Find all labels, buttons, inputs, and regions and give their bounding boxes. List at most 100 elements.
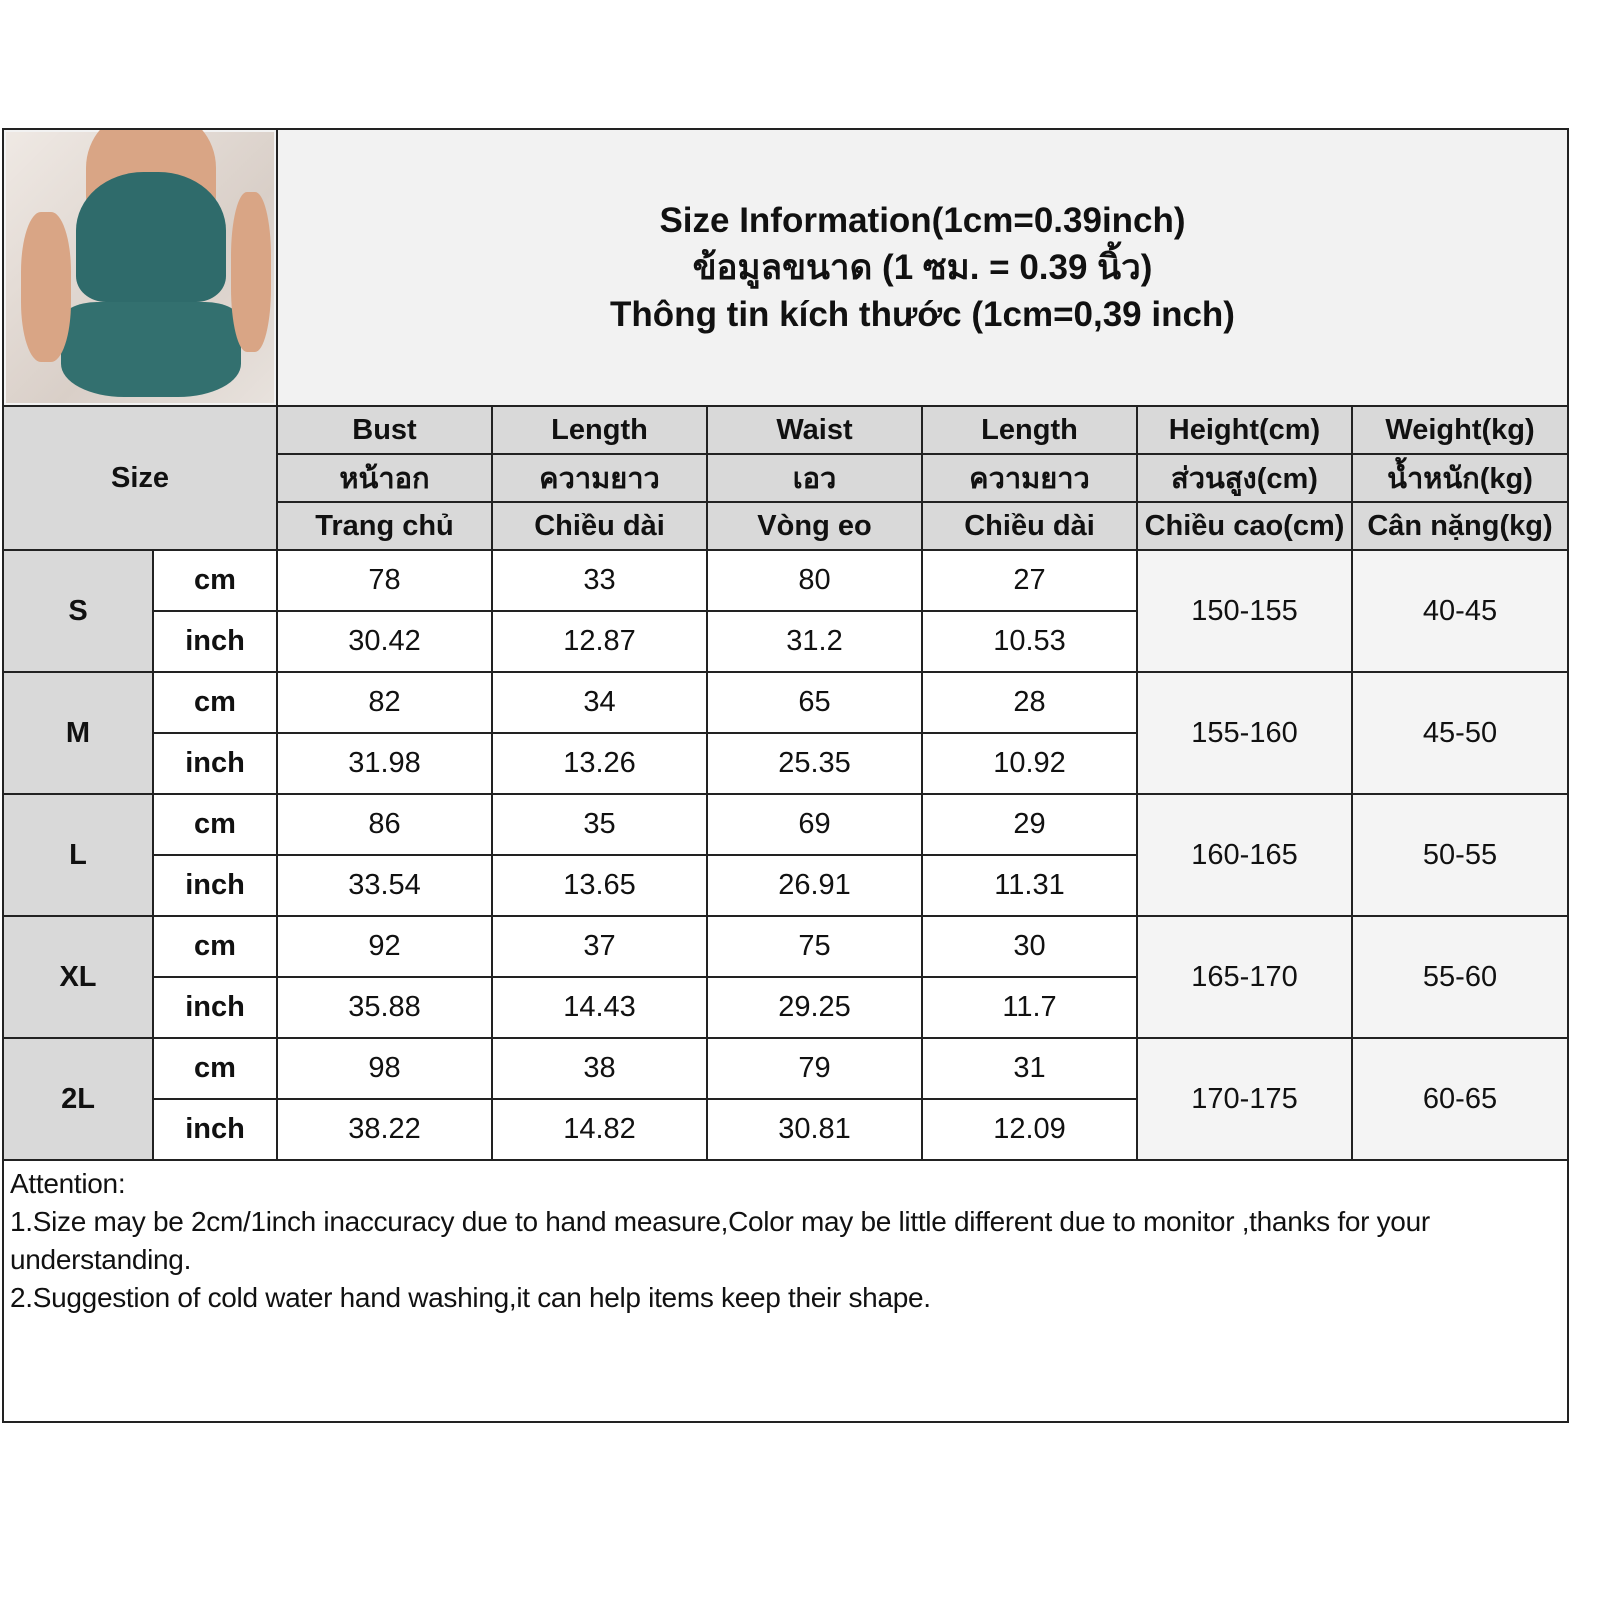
title-th: ข้อมูลขนาด (1 ซม. = 0.39 นิ้ว) [692, 248, 1153, 287]
unit-cell: cm [152, 549, 278, 612]
measurement-cell: 65 [706, 671, 923, 734]
attention-heading: Attention: [10, 1168, 126, 1199]
weight-cell: 40-45 [1350, 549, 1570, 673]
column-header-en: Length [921, 405, 1138, 455]
title-vi: Thông tin kích thước (1cm=0,39 inch) [610, 295, 1235, 334]
measurement-cell: 10.53 [921, 610, 1138, 673]
table-row: inch 35.88 14.43 29.25 11.7 [3, 976, 1568, 1039]
attention-notes: Attention: 1.Size may be 2cm/1inch inacc… [1, 1159, 1570, 1423]
column-header-th: ความยาว [491, 453, 708, 503]
table-row: inch 30.42 12.87 31.2 10.53 [3, 610, 1568, 673]
measurement-cell: 86 [276, 793, 493, 856]
size-chart-table: Size Information(1cm=0.39inch) ข้อมูลขนา… [1, 128, 1570, 1423]
column-header-en: Waist [706, 405, 923, 455]
measurement-cell: 11.7 [921, 976, 1138, 1039]
attention-note-1: 1.Size may be 2cm/1inch inaccuracy due t… [10, 1206, 1430, 1275]
column-header-vi: Chiều cao(cm) [1136, 501, 1353, 551]
column-header-en: Bust [276, 405, 493, 455]
unit-cell: cm [152, 1037, 278, 1100]
unit-cell: cm [152, 915, 278, 978]
weight-cell: 60-65 [1350, 1037, 1570, 1161]
height-cell: 155-160 [1136, 671, 1353, 795]
measurement-cell: 13.26 [491, 732, 708, 795]
measurement-cell: 31.98 [276, 732, 493, 795]
measurement-cell: 31 [921, 1037, 1138, 1100]
measurement-cell: 10.92 [921, 732, 1138, 795]
measurement-cell: 79 [706, 1037, 923, 1100]
column-header-vi: Chiều dài [921, 501, 1138, 551]
measurement-cell: 80 [706, 549, 923, 612]
title-en: Size Information(1cm=0.39inch) [659, 201, 1186, 240]
measurement-cell: 33 [491, 549, 708, 612]
column-header-th: ความยาว [921, 453, 1138, 503]
measurement-cell: 14.82 [491, 1098, 708, 1161]
height-cell: 150-155 [1136, 549, 1353, 673]
size-header: Size [2, 405, 278, 551]
table-row: inch 31.98 13.26 25.35 10.92 [3, 732, 1568, 795]
column-header-vi: Chiều dài [491, 501, 708, 551]
measurement-cell: 35 [491, 793, 708, 856]
table-row: 2L cm 98 38 79 31 170-175 60-65 [2, 1037, 1570, 1161]
height-cell: 170-175 [1136, 1037, 1353, 1161]
measurement-cell: 29 [921, 793, 1138, 856]
measurement-cell: 33.54 [276, 854, 493, 917]
unit-cell: inch [152, 732, 278, 795]
measurement-cell: 30 [921, 915, 1138, 978]
title-cell: Size Information(1cm=0.39inch) ข้อมูลขนา… [275, 128, 1570, 407]
measurement-cell: 92 [276, 915, 493, 978]
measurement-cell: 25.35 [706, 732, 923, 795]
measurement-cell: 35.88 [276, 976, 493, 1039]
column-header-en: Length [491, 405, 708, 455]
table-row: inch 33.54 13.65 26.91 11.31 [3, 854, 1568, 917]
measurement-cell: 13.65 [491, 854, 708, 917]
table-row: inch 38.22 14.82 30.81 12.09 [3, 1098, 1568, 1161]
column-header-en: Weight(kg) [1350, 405, 1570, 455]
column-header-vi: Vòng eo [706, 501, 923, 551]
size-cell: S [2, 549, 154, 673]
measurement-cell: 30.81 [706, 1098, 923, 1161]
measurement-cell: 12.09 [921, 1098, 1138, 1161]
unit-cell: inch [152, 854, 278, 917]
measurement-cell: 98 [276, 1037, 493, 1100]
column-header-vi: Cân nặng(kg) [1350, 501, 1570, 551]
table-row: XL cm 92 37 75 30 165-170 55-60 [2, 915, 1570, 1039]
column-header-en: Height(cm) [1136, 405, 1353, 455]
unit-cell: inch [152, 610, 278, 673]
unit-cell: cm [152, 793, 278, 856]
weight-cell: 50-55 [1350, 793, 1570, 917]
measurement-cell: 82 [276, 671, 493, 734]
weight-cell: 45-50 [1350, 671, 1570, 795]
product-photo [2, 128, 278, 407]
height-cell: 160-165 [1136, 793, 1353, 917]
measurement-cell: 69 [706, 793, 923, 856]
measurement-cell: 78 [276, 549, 493, 612]
measurement-cell: 30.42 [276, 610, 493, 673]
weight-cell: 55-60 [1350, 915, 1570, 1039]
attention-note-2: 2.Suggestion of cold water hand washing,… [10, 1282, 931, 1313]
unit-cell: inch [152, 1098, 278, 1161]
measurement-cell: 31.2 [706, 610, 923, 673]
size-cell: M [2, 671, 154, 795]
unit-cell: cm [152, 671, 278, 734]
measurement-cell: 14.43 [491, 976, 708, 1039]
column-header-th: น้ำหนัก(kg) [1350, 453, 1570, 503]
measurement-cell: 27 [921, 549, 1138, 612]
measurement-cell: 28 [921, 671, 1138, 734]
measurement-cell: 29.25 [706, 976, 923, 1039]
measurement-cell: 34 [491, 671, 708, 734]
measurement-cell: 38.22 [276, 1098, 493, 1161]
measurement-cell: 37 [491, 915, 708, 978]
column-header-th: ส่วนสูง(cm) [1136, 453, 1353, 503]
measurement-cell: 75 [706, 915, 923, 978]
measurement-cell: 11.31 [921, 854, 1138, 917]
measurement-cell: 38 [491, 1037, 708, 1100]
unit-cell: inch [152, 976, 278, 1039]
column-header-vi: Trang chủ [276, 501, 493, 551]
size-cell: XL [2, 915, 154, 1039]
measurement-cell: 26.91 [706, 854, 923, 917]
column-header-th: เอว [706, 453, 923, 503]
measurement-cell: 12.87 [491, 610, 708, 673]
size-cell: 2L [2, 1037, 154, 1161]
